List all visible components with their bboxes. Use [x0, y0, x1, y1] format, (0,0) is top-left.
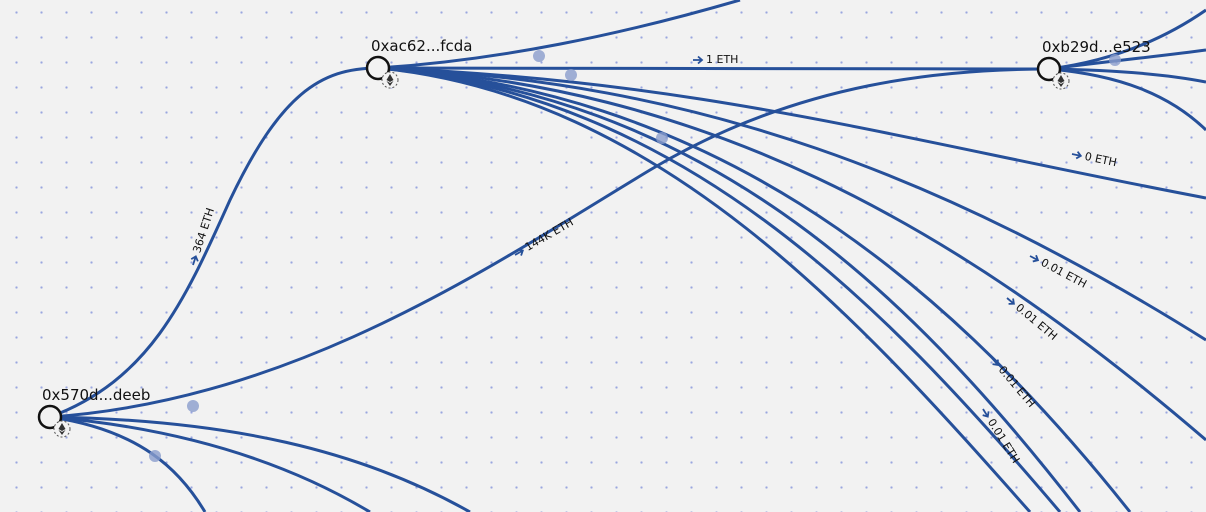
- edge: [377, 66, 1062, 512]
- edge-label-group: 1 ETH: [693, 53, 738, 66]
- flow-dot: [149, 450, 161, 462]
- edge-label: 0.01 ETH: [996, 363, 1038, 410]
- edge: [377, 66, 1206, 200]
- edge-label-group: 144K ETH: [514, 216, 576, 256]
- edge: [49, 415, 471, 512]
- edge: [377, 66, 1206, 342]
- nodes: 0xac62...fcda 0xb29d...e523 0x570d...dee…: [37, 37, 1151, 438]
- flow-dot: [1109, 54, 1121, 66]
- flow-dots: [149, 50, 1121, 462]
- edge: [49, 67, 1050, 419]
- node[interactable]: 0xb29d...e523: [1036, 38, 1151, 90]
- edge: [1048, 67, 1206, 84]
- edge: [377, 66, 1132, 512]
- edge: [377, 66, 1082, 512]
- edge-label: 0.01 ETH: [985, 416, 1022, 465]
- flow-dot: [656, 132, 668, 144]
- edge: [377, 66, 1206, 442]
- node-circle: [1036, 56, 1062, 82]
- edge-label-group: 0.01 ETH: [991, 357, 1038, 410]
- node[interactable]: 0xac62...fcda: [365, 37, 473, 89]
- node-label: 0xac62...fcda: [371, 37, 473, 55]
- node[interactable]: 0x570d...deeb: [37, 386, 150, 438]
- edge: [49, 415, 371, 512]
- edge-label: 0 ETH: [1083, 150, 1117, 169]
- node-circle: [365, 55, 391, 81]
- flow-dot: [533, 50, 545, 62]
- edge: [377, 0, 741, 70]
- edge-label-group: 0 ETH: [1071, 150, 1118, 169]
- edge: [49, 66, 379, 419]
- node-label: 0xb29d...e523: [1042, 38, 1151, 56]
- edge-label: 0.01 ETH: [1039, 256, 1089, 291]
- node-label: 0x570d...deeb: [42, 386, 150, 404]
- edge-label: 144K ETH: [523, 216, 576, 254]
- flow-dot: [565, 69, 577, 81]
- node-circle: [37, 404, 63, 430]
- edge: [1048, 48, 1206, 71]
- edges: [49, 0, 1206, 512]
- flow-dot: [187, 400, 199, 412]
- edge-label: 364 ETH: [190, 206, 217, 254]
- edge: [49, 415, 207, 512]
- edge-label: 1 ETH: [706, 53, 738, 66]
- edge: [1048, 67, 1206, 132]
- edge: [377, 66, 1032, 512]
- edge: [377, 66, 1050, 71]
